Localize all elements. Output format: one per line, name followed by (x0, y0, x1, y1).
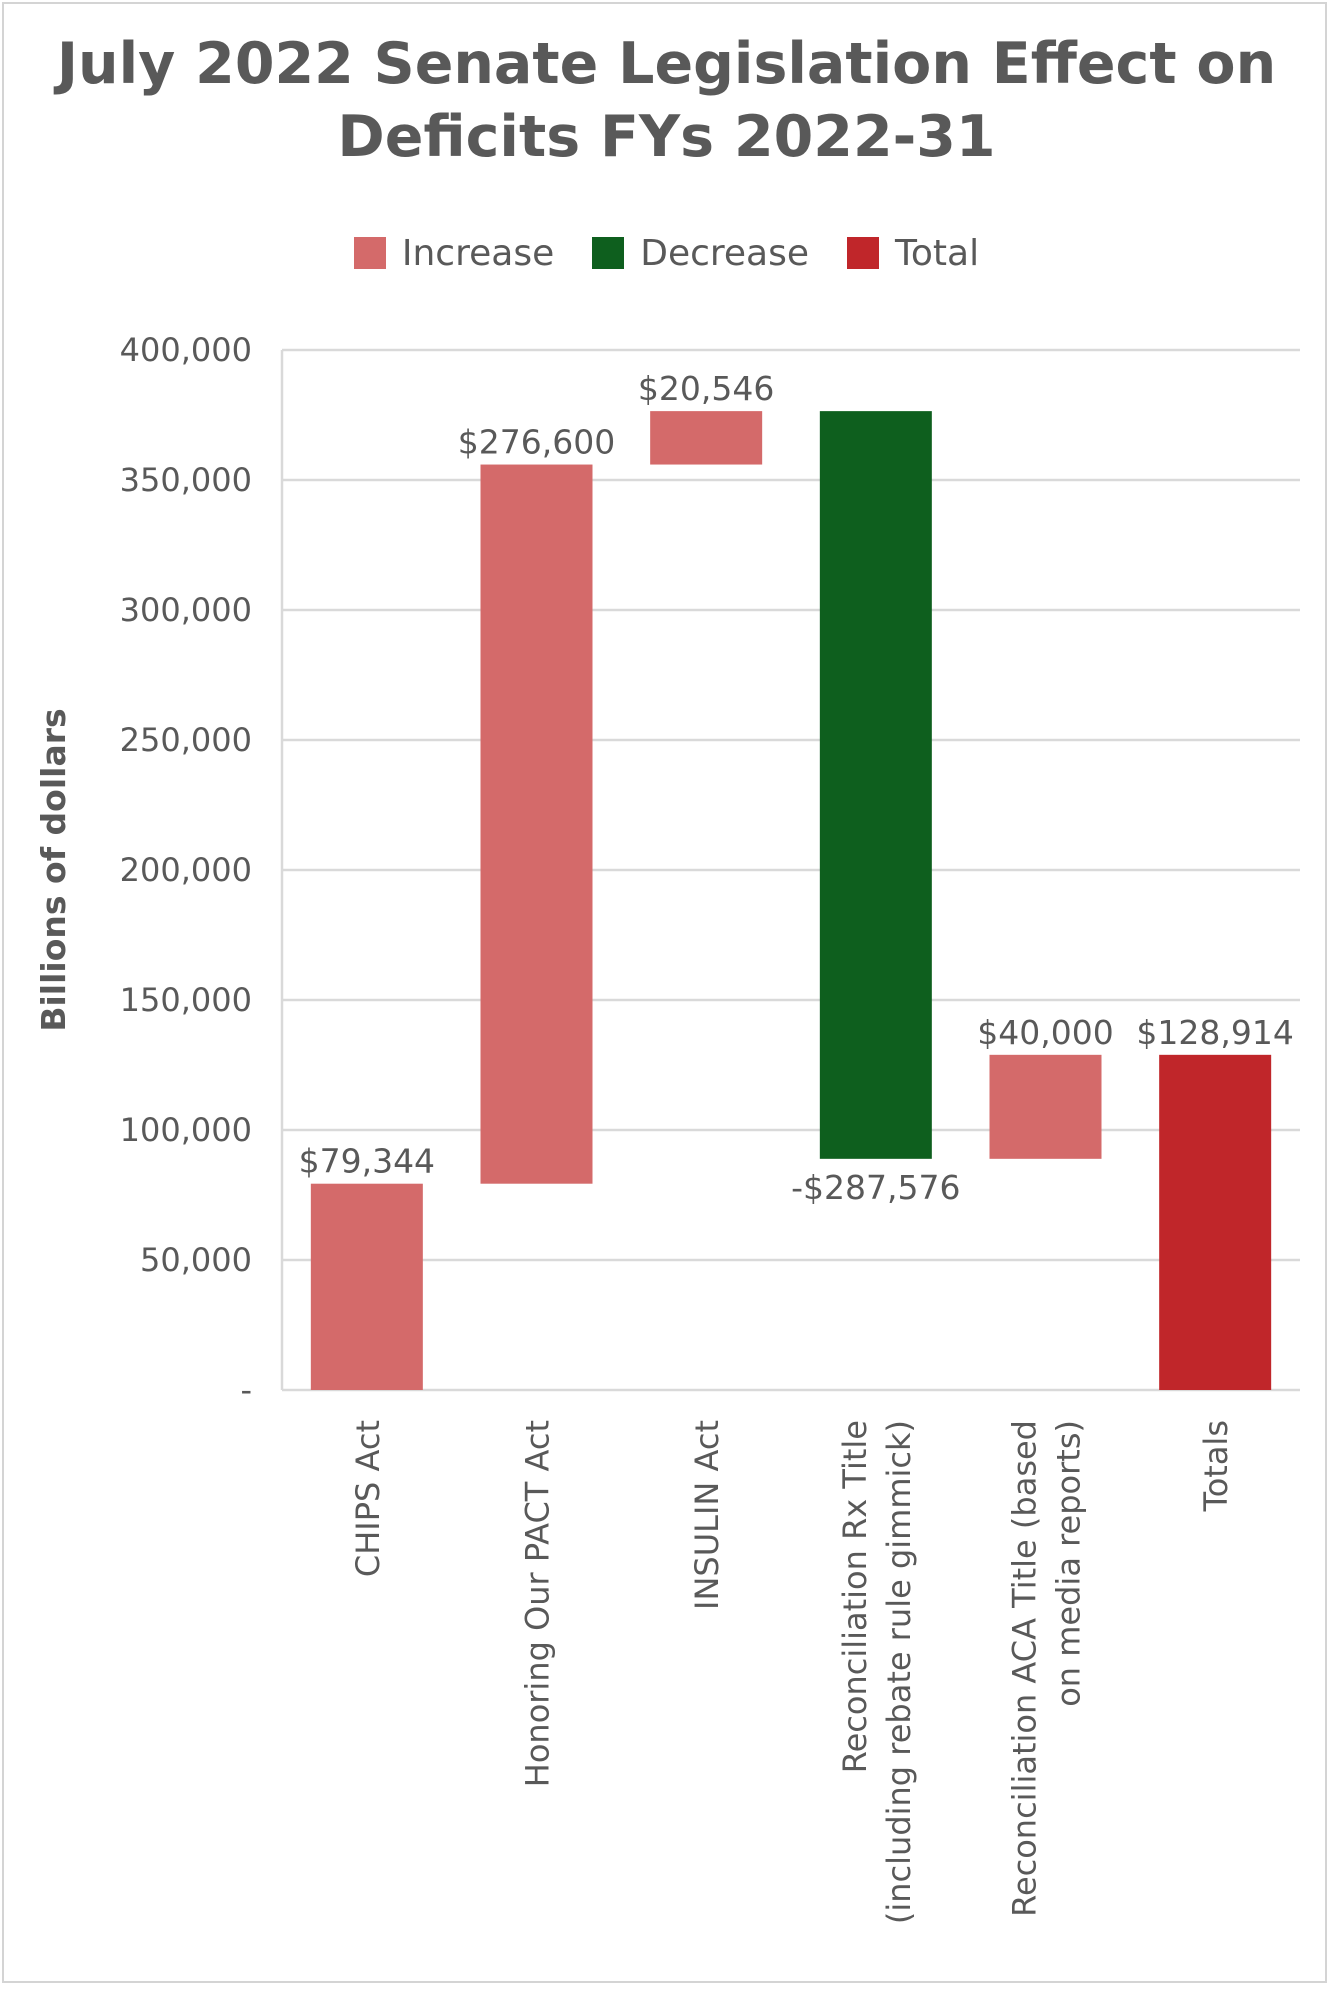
data-label: -$287,576 (791, 1168, 960, 1207)
legend-label-increase: Increase (401, 232, 555, 274)
bar-increase (310, 1183, 423, 1390)
y-tick-label: 350,000 (120, 461, 252, 499)
chart-title-line-1: July 2022 Senate Legislation Effect on (56, 31, 1277, 97)
data-label: $276,600 (458, 423, 615, 462)
chart-title: July 2022 Senate Legislation Effect on D… (0, 28, 1333, 174)
data-label: $20,546 (638, 369, 774, 408)
bar-total (1159, 1054, 1272, 1390)
legend-item-total: Total (847, 233, 979, 274)
legend-swatch-increase (353, 237, 386, 269)
bar-decrease (819, 411, 932, 1159)
y-tick-label: 150,000 (120, 981, 252, 1019)
category-label: (including rebate rule gimmick) (880, 1420, 918, 1924)
legend-swatch-decrease (592, 237, 625, 269)
legend-swatch-total (847, 237, 880, 269)
category-label: Honoring Our PACT Act (519, 1420, 557, 1787)
category-label: Reconciliation Rx Title (836, 1420, 874, 1773)
data-label: $40,000 (977, 1013, 1113, 1052)
category-labels: CHIPS Act Honoring Our PACT Act INSULIN Ac… (349, 1420, 1235, 1924)
category-label: Reconciliation ACA Title (based (1006, 1420, 1044, 1917)
data-labels: $79,344 $276,600 $20,546 -$287,576 $40,000 $1… (299, 369, 1294, 1207)
data-label: $128,914 (1136, 1013, 1293, 1052)
gridlines (280, 348, 1300, 1392)
bar-increase (480, 464, 593, 1184)
category-label: INSULIN Act (688, 1420, 726, 1610)
y-tick-label: 200,000 (120, 851, 252, 889)
y-tick-label: - (240, 1371, 252, 1409)
chart-title-line-2: Deficits FYs 2022-31 (337, 104, 996, 170)
bars (310, 411, 1272, 1390)
category-label: on media reports) (1050, 1420, 1088, 1707)
y-axis-label: Billions of dollars (34, 708, 73, 1031)
y-tick-label: 250,000 (120, 721, 252, 759)
legend-label-decrease: Decrease (640, 232, 810, 274)
y-tick-label: 400,000 (120, 331, 252, 369)
y-tick-label: 100,000 (120, 1111, 252, 1149)
legend-item-increase: Increase (353, 232, 555, 274)
y-tick-label: 50,000 (140, 1241, 252, 1279)
category-label: Totals (1197, 1420, 1235, 1512)
legend-item-decrease: Decrease (592, 233, 809, 274)
bar-increase (989, 1054, 1102, 1159)
y-axis: - 50,000 100,000 150,000 200,000 250,000 300,0… (120, 331, 252, 1409)
category-label: CHIPS Act (349, 1420, 387, 1577)
y-tick-label: 300,000 (120, 591, 252, 629)
data-label: $79,344 (299, 1142, 435, 1181)
bar-increase (650, 411, 763, 465)
legend-label-total: Total (895, 232, 980, 274)
chart-legend: Increase Decrease Total (0, 228, 1333, 278)
